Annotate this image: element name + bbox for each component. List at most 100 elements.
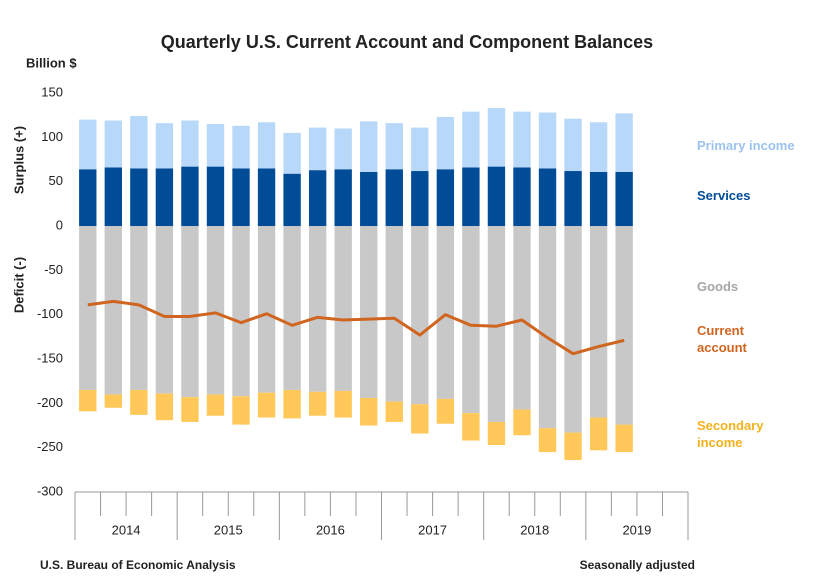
legend-label: Current account	[697, 323, 747, 355]
bar	[564, 432, 582, 461]
y-tick-label: -300	[37, 483, 63, 498]
bar	[155, 226, 174, 394]
bar	[411, 127, 429, 172]
bar	[283, 173, 301, 226]
bar	[564, 226, 582, 433]
bar	[360, 226, 378, 399]
x-group-label: 2016	[316, 522, 345, 537]
bar	[130, 390, 148, 415]
x-group-label: 2017	[418, 522, 447, 537]
bar	[257, 168, 276, 226]
bar	[232, 125, 250, 169]
bar	[411, 171, 429, 226]
bar	[385, 169, 403, 226]
bar	[513, 111, 531, 168]
bar	[206, 166, 225, 226]
source: U.S. Bureau of Economic Analysis	[40, 558, 236, 572]
bar	[513, 167, 531, 226]
bar	[385, 401, 403, 422]
bar	[283, 226, 301, 391]
bar	[130, 168, 148, 226]
y-tick-label: 0	[56, 217, 63, 232]
legend-label: Secondary income	[697, 418, 764, 450]
bar	[130, 116, 148, 169]
bar	[462, 226, 480, 414]
line	[87, 299, 625, 356]
bar	[104, 394, 122, 408]
bar	[538, 226, 557, 429]
bar	[334, 128, 352, 170]
bar	[411, 404, 429, 434]
bar	[436, 169, 455, 226]
bar	[334, 169, 352, 226]
bar	[487, 226, 506, 422]
y-tick-label: 50	[49, 173, 63, 188]
bar	[615, 113, 633, 172]
bar	[334, 390, 352, 418]
bar	[232, 168, 250, 226]
y-tick-label: -50	[44, 262, 63, 277]
bar	[462, 413, 480, 441]
y-label-negative: Deficit (-)	[11, 257, 26, 313]
x-group-label: 2019	[622, 522, 651, 537]
bar	[615, 226, 633, 425]
bar	[462, 167, 480, 226]
y-tick-label: 100	[41, 129, 63, 144]
bar	[589, 417, 608, 451]
bar	[79, 390, 97, 412]
note: Seasonally adjusted	[580, 558, 695, 572]
legend-label: Goods	[697, 279, 739, 294]
bar	[283, 132, 301, 174]
bar	[257, 122, 276, 169]
bar	[462, 111, 480, 168]
bar	[283, 390, 301, 419]
bar	[130, 226, 148, 391]
bar	[308, 127, 327, 171]
bar	[308, 170, 327, 226]
bar	[206, 124, 225, 167]
bar	[104, 226, 122, 395]
y-tick-label: 150	[41, 84, 63, 99]
y-tick-label: -150	[37, 350, 63, 365]
bar	[155, 123, 174, 169]
bar	[615, 171, 633, 226]
bar	[589, 226, 608, 418]
bar	[589, 122, 608, 172]
bar	[487, 166, 506, 226]
bar	[589, 171, 608, 226]
x-group-label: 2018	[520, 522, 549, 537]
bar	[538, 168, 557, 226]
bar	[513, 409, 531, 436]
bar	[564, 118, 582, 172]
bar	[436, 226, 455, 399]
bar	[206, 226, 225, 395]
y-tick-label: -250	[37, 439, 63, 454]
bar	[79, 226, 97, 391]
bar	[436, 116, 455, 170]
y-tick-label: -200	[37, 395, 63, 410]
bar	[564, 171, 582, 226]
bar	[385, 226, 403, 402]
bar	[104, 167, 122, 226]
y-unit: Billion $	[26, 55, 77, 70]
bar	[155, 393, 174, 421]
bar	[181, 397, 199, 422]
bar	[181, 166, 199, 226]
bar	[513, 226, 531, 410]
bar	[181, 120, 199, 167]
bar	[155, 168, 174, 226]
bar	[360, 398, 378, 426]
bar	[308, 226, 327, 392]
bar	[257, 226, 276, 393]
x-group-label: 2015	[214, 522, 243, 537]
bar	[79, 169, 97, 226]
bar	[232, 396, 250, 425]
x-group-label: 2014	[112, 522, 141, 537]
bar	[360, 171, 378, 226]
bar	[538, 112, 557, 169]
legend-label: Primary income	[697, 138, 795, 153]
bar	[308, 391, 327, 416]
bar	[334, 226, 352, 391]
